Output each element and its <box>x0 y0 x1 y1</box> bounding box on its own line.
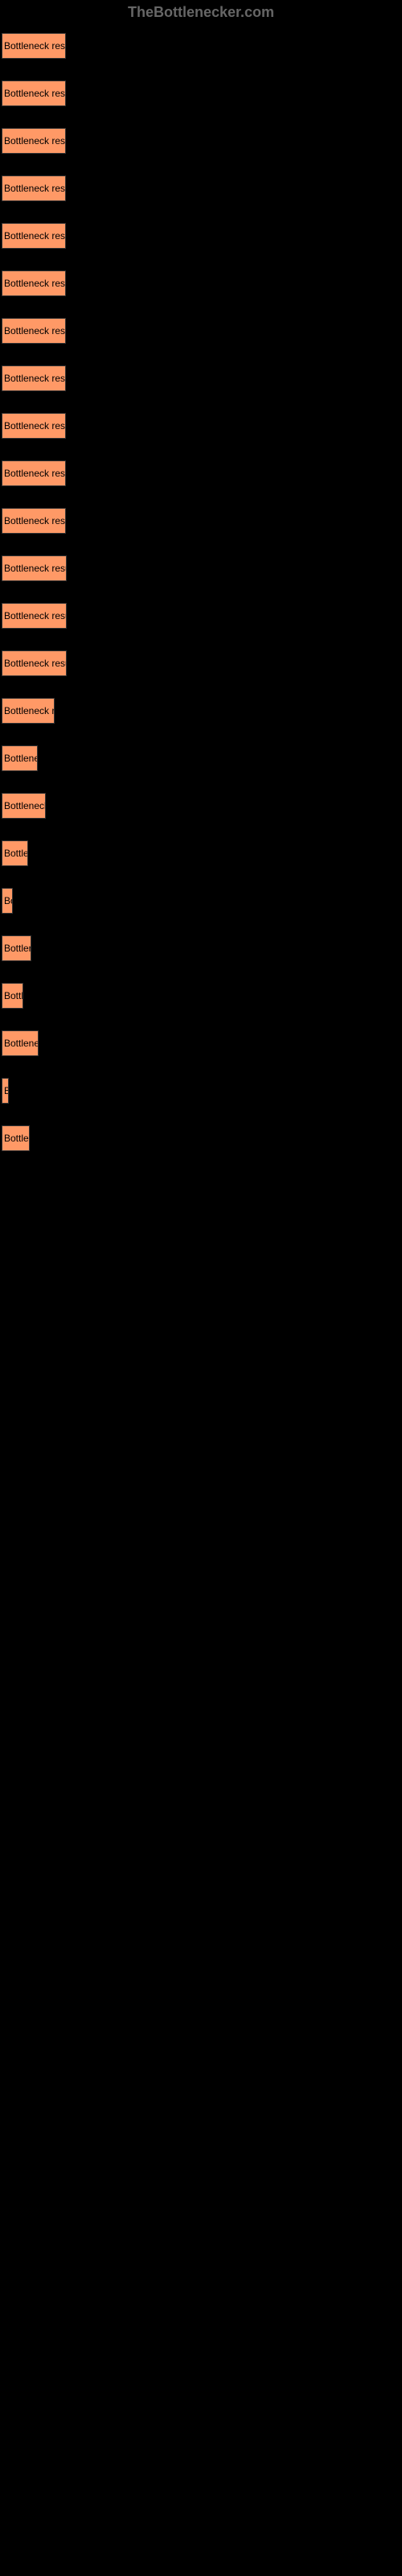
bottleneck-result-button[interactable]: Bottleneck result <box>2 175 66 201</box>
bottleneck-result-button[interactable]: Bottleneck result <box>2 460 66 486</box>
bottleneck-result-button[interactable]: Bottleneck <box>2 793 46 819</box>
bottleneck-result-button[interactable]: Bottler <box>2 935 31 961</box>
bottleneck-result-button[interactable]: Bottle <box>2 840 28 866</box>
bottleneck-result-button[interactable]: Bottle <box>2 1125 30 1151</box>
bottleneck-result-button[interactable]: Bottlene <box>2 745 38 771</box>
bottleneck-result-button[interactable]: Bottleneck result <box>2 318 66 344</box>
bottleneck-result-button[interactable]: Bottleneck result <box>2 80 66 106</box>
bottleneck-result-button[interactable]: Bottleneck result <box>2 413 66 439</box>
header-title: TheBottlenecker.com <box>0 0 402 25</box>
bottleneck-result-button[interactable]: Bottleneck result <box>2 508 66 534</box>
bottleneck-result-button[interactable]: Bottleneck re <box>2 698 55 724</box>
bottleneck-result-button[interactable]: B <box>2 1078 9 1104</box>
bottleneck-result-button[interactable]: Bottleneck result <box>2 223 66 249</box>
bottleneck-result-button[interactable]: Bottleneck result <box>2 33 66 59</box>
bottleneck-result-button[interactable]: Bottleneck result <box>2 128 66 154</box>
bottleneck-result-button[interactable]: Bottleneck result <box>2 365 66 391</box>
bottleneck-result-button[interactable]: Bottl <box>2 983 23 1009</box>
button-list: Bottleneck result Bottleneck result Bottle… <box>0 25 402 1159</box>
bottleneck-result-button[interactable]: Bottleneck result <box>2 555 67 581</box>
bottleneck-result-button[interactable]: Bottleneck result <box>2 270 66 296</box>
bottleneck-result-button[interactable]: Bo <box>2 888 13 914</box>
bottleneck-result-button[interactable]: Bottlene <box>2 1030 39 1056</box>
bottleneck-result-button[interactable]: Bottleneck result <box>2 650 67 676</box>
bottleneck-result-button[interactable]: Bottleneck result <box>2 603 67 629</box>
